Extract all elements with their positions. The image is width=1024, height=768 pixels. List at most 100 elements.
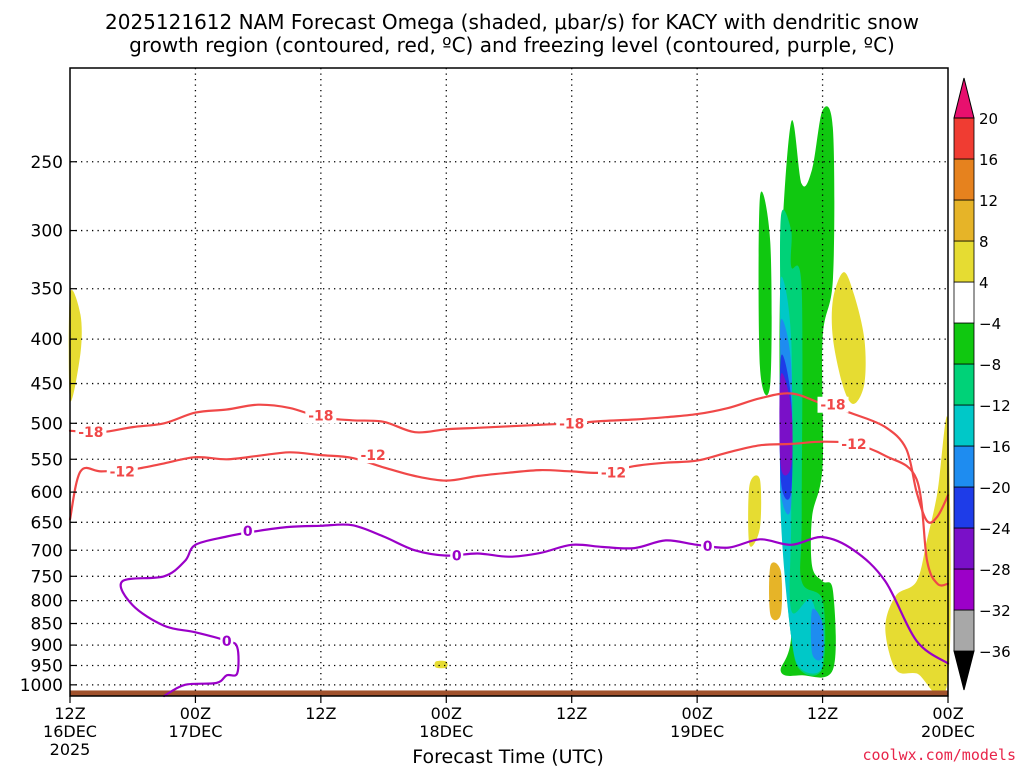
- contour-label-bg-8: [241, 522, 255, 539]
- contour-label-6: -12: [601, 466, 626, 482]
- x-tick-label-1-1: 00Z: [180, 704, 211, 723]
- y-tick-label-850: 850: [31, 615, 63, 635]
- y-tick-label-650: 650: [31, 513, 63, 533]
- site-credit: coolwx.com/models: [862, 746, 1016, 764]
- colorbar-label-3: 8: [979, 233, 989, 251]
- y-tick-label-1000: 1000: [20, 676, 63, 696]
- omega-shading: [68, 106, 951, 697]
- terrain-ground: [70, 690, 948, 696]
- omega-region-3: [748, 475, 762, 547]
- x-tick-label-7-1: 00Z: [932, 704, 963, 723]
- x-tick-label-5-2: 19DEC: [670, 722, 724, 741]
- colorbar: 20 16 12 8 4 −4 −8 −12 −16 −20 −24 −28 −32 −36: [953, 77, 1011, 691]
- colorbar-label-6: −8: [979, 356, 1001, 374]
- colorbar-band-11: [953, 158, 975, 201]
- colorbar-band-9: [953, 240, 975, 283]
- contour-label-8: 0: [243, 524, 253, 540]
- y-tick-label-600: 600: [31, 483, 63, 503]
- colorbar-band-7: [953, 322, 975, 365]
- colorbar-label-0: 20: [979, 110, 998, 128]
- colorbar-band-4: [953, 445, 975, 488]
- y-tick-label-300: 300: [31, 222, 63, 242]
- contour-label-bg-6: [598, 464, 630, 481]
- contour-label-bg-10: [701, 537, 715, 554]
- contour-label-2: -18: [559, 416, 584, 432]
- x-tick-label-3-1: 00Z: [431, 704, 462, 723]
- grid-lines: [70, 68, 948, 696]
- colorbar-label-10: −24: [979, 520, 1011, 538]
- colorbar-band-5: [953, 404, 975, 447]
- colorbar-band-1: [953, 568, 975, 611]
- omega-region-12: [810, 608, 824, 661]
- contour-label-3: -18: [820, 398, 845, 414]
- omega-region-4: [434, 660, 448, 669]
- contour-label-10: 0: [703, 539, 713, 555]
- contour-line-0: [68, 392, 950, 524]
- chart-title-line-1: 2025121612 NAM Forecast Omega (shaded, μ…: [105, 10, 919, 34]
- contour-label-bg-7: [838, 435, 870, 452]
- contour-label-bg-4: [106, 463, 138, 480]
- omega-region-14: [779, 373, 793, 476]
- y-tick-label-350: 350: [31, 280, 63, 300]
- contour-label-bg-1: [305, 407, 337, 424]
- x-tick-label-0-3: 2025: [50, 740, 91, 759]
- y-tick-label-950: 950: [31, 656, 63, 676]
- colorbar-band-0: [953, 609, 975, 652]
- omega-region-1: [831, 272, 866, 404]
- colorbar-band-12: [953, 117, 975, 160]
- colorbar-label-11: −28: [979, 561, 1011, 579]
- contour-label-bg-3: [817, 396, 849, 413]
- colorbar-label-4: 4: [979, 274, 989, 292]
- y-tick-label-500: 500: [31, 414, 63, 434]
- x-tick-label-6-1: 12Z: [807, 704, 838, 723]
- colorbar-band-10: [953, 199, 975, 242]
- y-tick-label-400: 400: [31, 330, 63, 350]
- colorbar-label-1: 16: [979, 151, 998, 169]
- colorbar-band-6: [953, 363, 975, 406]
- colorbar-band-8: [953, 281, 975, 324]
- terrain-layer: [70, 690, 948, 696]
- y-tick-label-900: 900: [31, 636, 63, 656]
- omega-region-0: [68, 289, 82, 402]
- x-tick-label-4-1: 12Z: [556, 704, 587, 723]
- omega-region-2: [885, 416, 951, 697]
- y-tick-label-800: 800: [31, 592, 63, 612]
- y-tick-label-700: 700: [31, 541, 63, 561]
- contour-label-5: -12: [360, 448, 385, 464]
- axes: 2503003504004505005506006507007508008509…: [20, 67, 975, 759]
- y-tick-label-450: 450: [31, 375, 63, 395]
- x-tick-label-2-1: 12Z: [305, 704, 336, 723]
- x-tick-label-0-1: 12Z: [54, 704, 85, 723]
- colorbar-band-2: [953, 527, 975, 570]
- contour-label-7: -12: [841, 437, 866, 453]
- omega-region-5: [769, 562, 783, 621]
- contour-label-11: 0: [222, 634, 232, 650]
- colorbar-label-9: −20: [979, 479, 1011, 497]
- colorbar-label-2: 12: [979, 192, 998, 210]
- contour-labels: -18 -18 -18 -18 -12 -12 -12 -12 0 0 0 0: [75, 396, 870, 650]
- contour-label-bg-11: [220, 632, 234, 649]
- x-axis-label: Forecast Time (UTC): [412, 746, 603, 768]
- y-tick-label-550: 550: [31, 450, 63, 470]
- contour-label-9: 0: [452, 549, 462, 565]
- colorbar-label-12: −32: [979, 602, 1011, 620]
- y-tick-label-750: 750: [31, 567, 63, 587]
- colorbar-label-8: −16: [979, 438, 1011, 456]
- contour-label-bg-5: [357, 447, 389, 464]
- x-tick-label-0-2: 16DEC: [43, 722, 97, 741]
- x-tick-label-1-2: 17DEC: [168, 722, 222, 741]
- contour-label-1: -18: [308, 409, 333, 425]
- chart-title-line-2: growth region (contoured, red, ºC) and f…: [129, 33, 895, 57]
- x-tick-label-3-2: 18DEC: [419, 722, 473, 741]
- contour-label-0: -18: [78, 425, 103, 441]
- plot-frame: [69, 67, 949, 697]
- colorbar-band-3: [953, 486, 975, 529]
- y-tick-label-250: 250: [31, 153, 63, 173]
- contour-label-bg-9: [450, 547, 464, 564]
- x-tick-label-7-2: 20DEC: [921, 722, 975, 741]
- omega-region-9: [780, 209, 826, 676]
- contour-label-bg-0: [75, 424, 107, 441]
- colorbar-label-5: −4: [979, 315, 1001, 333]
- x-tick-label-5-1: 00Z: [681, 704, 712, 723]
